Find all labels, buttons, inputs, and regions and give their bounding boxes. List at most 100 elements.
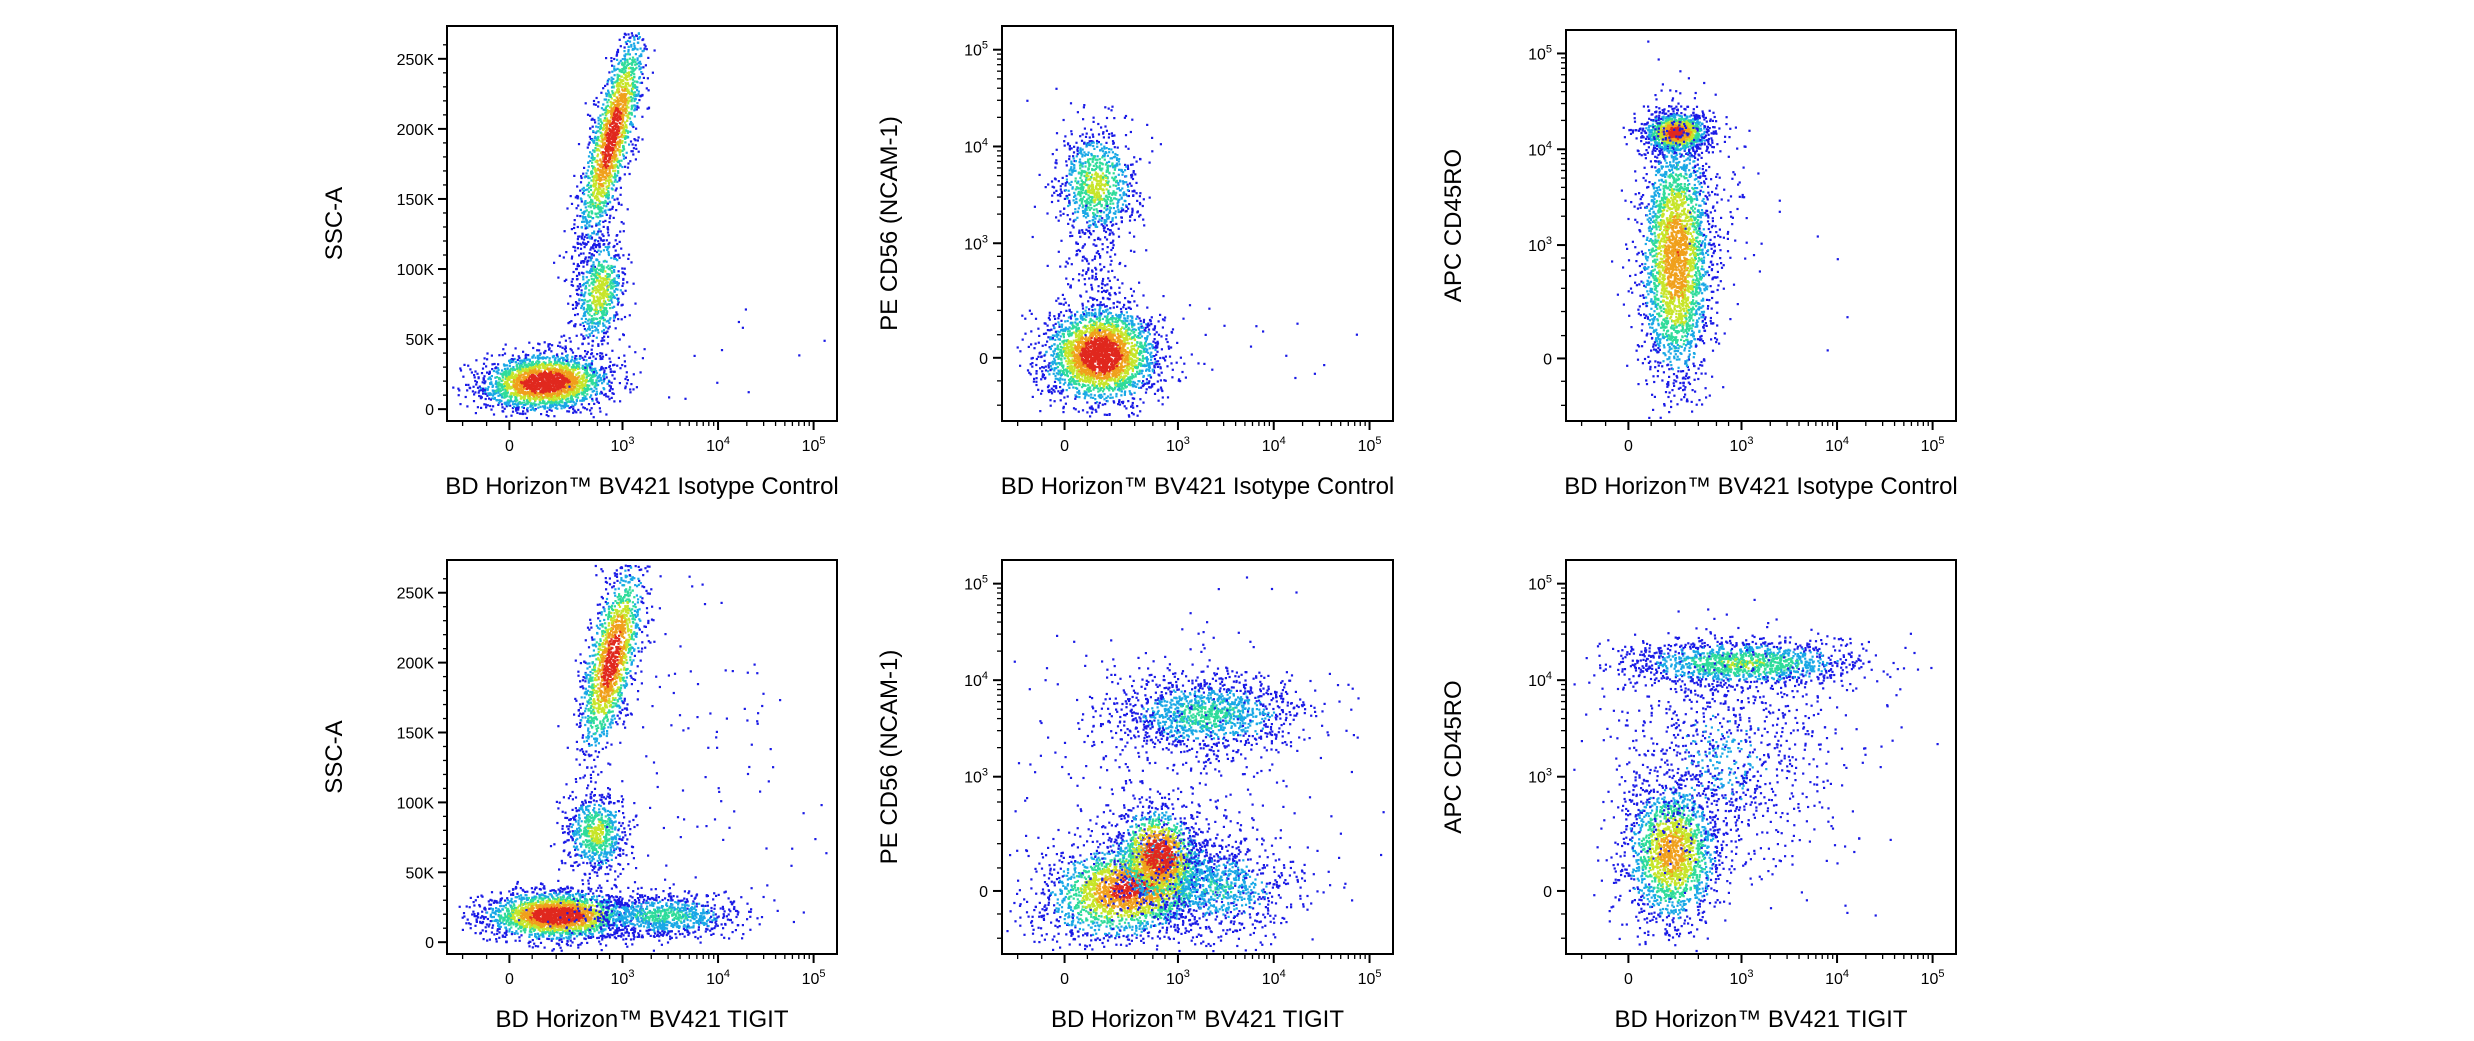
data-point xyxy=(459,403,461,405)
data-point xyxy=(488,377,490,379)
data-point xyxy=(549,347,551,349)
data-point xyxy=(572,412,574,414)
data-point xyxy=(561,353,563,355)
data-point xyxy=(522,410,524,412)
data-point xyxy=(502,376,504,378)
data-point xyxy=(563,335,565,337)
data-point xyxy=(627,379,629,381)
data-point xyxy=(527,410,529,412)
data-point xyxy=(489,372,491,374)
data-point xyxy=(460,369,462,371)
data-point xyxy=(573,401,575,403)
data-point xyxy=(540,402,542,404)
data-point xyxy=(571,356,573,358)
plot-frame xyxy=(447,26,837,421)
data-point xyxy=(485,365,487,367)
data-point xyxy=(536,349,538,351)
data-point xyxy=(501,403,503,405)
data-point xyxy=(551,344,553,346)
data-point xyxy=(577,409,579,411)
data-point xyxy=(469,368,471,370)
data-point xyxy=(610,368,612,370)
data-point xyxy=(517,359,519,361)
data-point xyxy=(501,406,503,408)
data-point xyxy=(586,370,588,372)
data-point xyxy=(577,397,579,399)
data-point xyxy=(458,394,460,396)
data-point xyxy=(504,408,506,410)
scatter-points xyxy=(452,32,826,419)
data-point xyxy=(614,378,616,380)
data-point xyxy=(550,350,552,352)
data-point xyxy=(595,379,597,381)
data-point xyxy=(579,358,581,360)
data-point xyxy=(596,353,598,355)
data-point xyxy=(482,393,484,395)
data-point xyxy=(487,404,489,406)
data-point xyxy=(634,351,636,353)
data-point xyxy=(534,357,536,359)
data-point xyxy=(528,342,530,344)
data-point xyxy=(513,406,515,408)
data-point xyxy=(463,364,465,366)
data-point xyxy=(599,411,601,413)
data-point xyxy=(519,413,521,415)
data-point xyxy=(585,359,587,361)
data-point xyxy=(580,384,582,386)
data-point xyxy=(584,356,586,358)
data-point xyxy=(611,382,613,384)
data-point xyxy=(492,405,494,407)
data-point xyxy=(618,357,620,359)
data-point xyxy=(544,341,546,343)
data-point xyxy=(596,372,598,374)
data-point xyxy=(506,364,508,366)
data-point xyxy=(483,363,485,365)
data-point xyxy=(473,393,475,395)
data-point xyxy=(498,354,500,356)
data-point xyxy=(485,398,487,400)
data-point xyxy=(478,395,480,397)
data-point xyxy=(528,363,530,365)
data-point xyxy=(483,375,485,377)
data-point xyxy=(494,397,496,399)
data-point xyxy=(465,396,467,398)
data-point xyxy=(586,388,588,390)
data-point xyxy=(491,355,493,357)
data-point xyxy=(607,396,609,398)
data-point xyxy=(462,376,464,378)
data-point xyxy=(515,347,517,349)
figure: 0 103 104 105050K100K150K200K250KBD Horizon… xyxy=(0,0,2474,1041)
data-point xyxy=(538,388,540,390)
data-point xyxy=(591,407,593,409)
data-point xyxy=(512,401,514,403)
data-point xyxy=(538,403,540,405)
data-point xyxy=(626,376,628,378)
data-point xyxy=(586,393,588,395)
data-point xyxy=(486,352,488,354)
data-point xyxy=(580,392,582,394)
data-point xyxy=(478,390,480,392)
data-point xyxy=(503,383,505,385)
data-point xyxy=(591,398,593,400)
data-point xyxy=(502,354,504,356)
data-point xyxy=(490,409,492,411)
data-point xyxy=(505,344,507,346)
data-point xyxy=(474,391,476,393)
data-point xyxy=(624,360,626,362)
data-point xyxy=(605,373,607,375)
data-point xyxy=(565,399,567,401)
data-point xyxy=(549,357,551,359)
data-point xyxy=(539,357,541,359)
data-point xyxy=(466,389,468,391)
data-point xyxy=(616,365,618,367)
data-point xyxy=(596,401,598,403)
data-point xyxy=(567,362,569,364)
data-point xyxy=(497,363,499,365)
data-point xyxy=(606,376,608,378)
data-point xyxy=(608,398,610,400)
data-point xyxy=(501,380,503,382)
data-point xyxy=(584,350,586,352)
data-point xyxy=(580,411,582,413)
data-point xyxy=(578,393,580,395)
data-point xyxy=(632,388,634,390)
